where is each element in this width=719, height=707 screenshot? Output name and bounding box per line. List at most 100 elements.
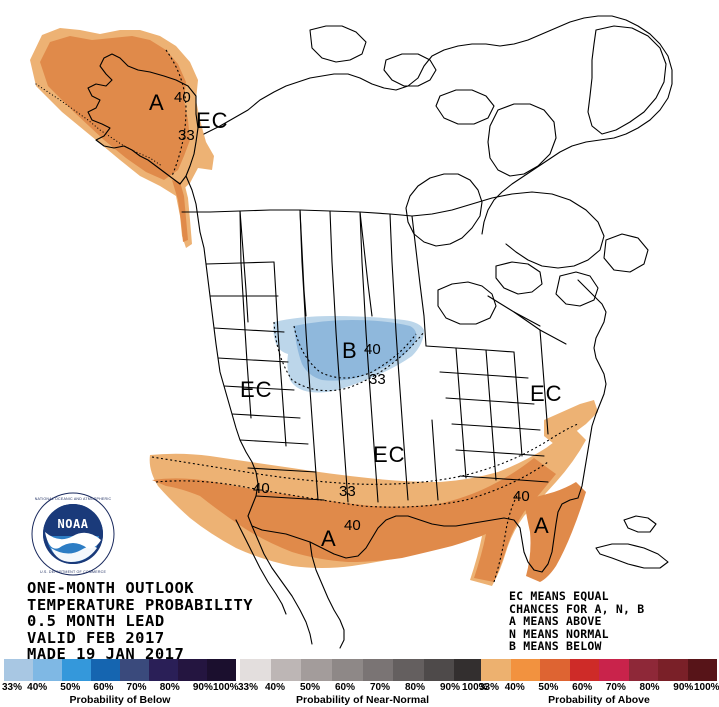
- map-graphic: [30, 15, 673, 649]
- key-line-5: B MEANS BELOW: [509, 639, 602, 654]
- key-line-2: CHANCES FOR A, N, B: [509, 601, 645, 616]
- noaa-logo: NOAA NATIONAL OCEANIC AND ATMOSPHERIC U.…: [31, 492, 115, 576]
- swatch-below-7: [207, 659, 236, 681]
- swatch-near-normal-2: [301, 659, 332, 681]
- swatch-near-normal-0: [240, 659, 271, 681]
- key-line-3: A MEANS ABOVE: [509, 614, 602, 629]
- scale-caption-near-normal: Probability of Near-Normal: [295, 694, 430, 706]
- tick-above-1: 40%: [504, 682, 525, 693]
- coast-arctic-islands-3: [435, 89, 495, 125]
- map-label-a-0: A: [149, 90, 164, 115]
- coast-baja: [235, 519, 287, 615]
- coast-arctic-islands-1: [309, 25, 367, 63]
- tick-near-normal-4: 70%: [369, 682, 391, 693]
- region-pnw-above-40: [172, 180, 188, 242]
- map-label-33-2: 33: [178, 127, 195, 144]
- tick-above-2: 50%: [538, 682, 559, 693]
- contour-plains-33: [273, 321, 425, 392]
- coast-newfoundland: [603, 233, 649, 273]
- tick-near-normal-6: 90%: [439, 682, 461, 693]
- title-line-5: MADE 19 JAN 2017: [27, 645, 185, 663]
- swatch-above-2: [540, 659, 570, 681]
- color-scale-bars: 33% 40% 50% 60% 70% 80% 90% 100% Probability of …: [0, 655, 719, 707]
- map-label-40-12: 40: [344, 517, 361, 534]
- coast-maritimes-1: [555, 271, 599, 307]
- map-label-33-6: 33: [369, 371, 386, 388]
- swatch-near-normal-1: [270, 659, 302, 681]
- swatch-below-3: [91, 659, 120, 681]
- tick-near-normal-5: 80%: [404, 682, 426, 693]
- map-label-a-15: A: [534, 513, 549, 538]
- swatch-near-normal-3: [331, 659, 363, 681]
- swatch-near-normal-5: [393, 659, 424, 681]
- coast-baffin: [487, 103, 557, 177]
- coast-mexico-west: [251, 525, 313, 645]
- region-midatlantic-above-33: [544, 400, 598, 444]
- swatch-below-4: [120, 659, 149, 681]
- title-block: ONE-MONTH OUTLOOK TEMPERATURE PROBABILIT…: [27, 580, 253, 663]
- scale-caption-below: Probability of Below: [69, 694, 171, 706]
- border-canada-us-west: [181, 209, 413, 217]
- tick-near-normal-7: 100%: [461, 682, 488, 693]
- svg-text:NOAA: NOAA: [58, 517, 89, 531]
- map-label-33-11: 33: [339, 483, 356, 500]
- svg-text:NATIONAL OCEANIC AND ATMOSPHER: NATIONAL OCEANIC AND ATMOSPHERIC: [35, 497, 112, 501]
- coast-mexico: [309, 541, 345, 649]
- us-state-borders: [205, 209, 567, 503]
- swatch-near-normal-6: [423, 659, 455, 681]
- coast-canada-east: [411, 191, 605, 269]
- shaded-regions: [30, 28, 598, 586]
- tick-below-1: 40%: [27, 682, 48, 693]
- scale-ticks-below: 33% 40% 50% 60% 70% 80% 90% 100%: [1, 682, 239, 695]
- coast-alaska-panhandle: [185, 175, 201, 233]
- tick-below-4: 70%: [126, 682, 147, 693]
- color-scale-near-normal: 33% 40% 50% 60% 70% 80% 90% 100% Probability of …: [237, 655, 488, 707]
- title-line-2: TEMPERATURE PROBABILITY: [27, 595, 254, 614]
- tick-near-normal-3: 60%: [334, 682, 356, 693]
- color-scale-below: 33% 40% 50% 60% 70% 80% 90% 100% Probability of …: [1, 655, 239, 707]
- scale-swatches-below: [4, 659, 236, 681]
- map-label-40-1: 40: [174, 89, 191, 106]
- map-label-b-4: B: [342, 338, 357, 363]
- swatch-above-5: [628, 659, 658, 681]
- swatch-above-4: [599, 659, 629, 681]
- tick-above-7: 100%: [693, 682, 719, 693]
- coast-us-atlantic: [577, 279, 607, 499]
- scale-ticks-above: 33% 40% 50% 60% 70% 80% 90% 100%: [479, 682, 719, 695]
- title-line-4: VALID FEB 2017: [27, 628, 165, 647]
- swatch-below-2: [62, 659, 91, 681]
- coast-hudson-bay: [405, 173, 483, 247]
- swatch-near-normal-4: [362, 659, 394, 681]
- tick-below-0: 33%: [1, 682, 23, 693]
- swatch-below-0: [4, 659, 33, 681]
- tick-near-normal-0: 33%: [237, 682, 259, 693]
- color-scale-above: 33% 40% 50% 60% 70% 80% 90% 100% Probability of …: [479, 655, 719, 707]
- border-canada-prov-1: [239, 210, 249, 323]
- scale-caption-above: Probability of Above: [548, 694, 650, 706]
- swatch-below-1: [33, 659, 62, 681]
- region-south-above-40: [152, 458, 556, 582]
- tick-near-normal-1: 40%: [264, 682, 286, 693]
- coast-canada-arctic: [203, 15, 673, 235]
- coast-alaska: [87, 53, 199, 185]
- map-label-ec-7: EC: [240, 377, 273, 402]
- outlook-map: A 40 33 EC B 40 33 EC EC EC 40 33 40 A 40 A NOAA NATION…: [27, 15, 673, 662]
- scale-swatches-near-normal: [240, 659, 485, 681]
- border-canada-prov-3: [359, 211, 373, 317]
- region-alaska-above-40: [40, 36, 190, 180]
- swatch-near-normal-7: [454, 659, 485, 681]
- map-label-ec-3: EC: [196, 108, 229, 133]
- swatch-below-6: [178, 659, 207, 681]
- tick-below-6: 90%: [192, 682, 213, 693]
- svg-text:U.S. DEPARTMENT OF COMMERCE: U.S. DEPARTMENT OF COMMERCE: [40, 570, 107, 574]
- title-line-1: ONE-MONTH OUTLOOK: [27, 579, 195, 597]
- tick-near-normal-2: 50%: [299, 682, 321, 693]
- swatch-above-3: [569, 659, 599, 681]
- tick-below-2: 50%: [60, 682, 81, 693]
- swatch-below-5: [149, 659, 178, 681]
- legend-key-block: EC MEANS EQUAL CHANCES FOR A, N, B A MEA…: [509, 590, 644, 653]
- map-label-a-13: A: [321, 526, 336, 551]
- tick-above-3: 60%: [572, 682, 593, 693]
- coastlines: [35, 15, 673, 649]
- region-plains-below-40: [294, 320, 417, 381]
